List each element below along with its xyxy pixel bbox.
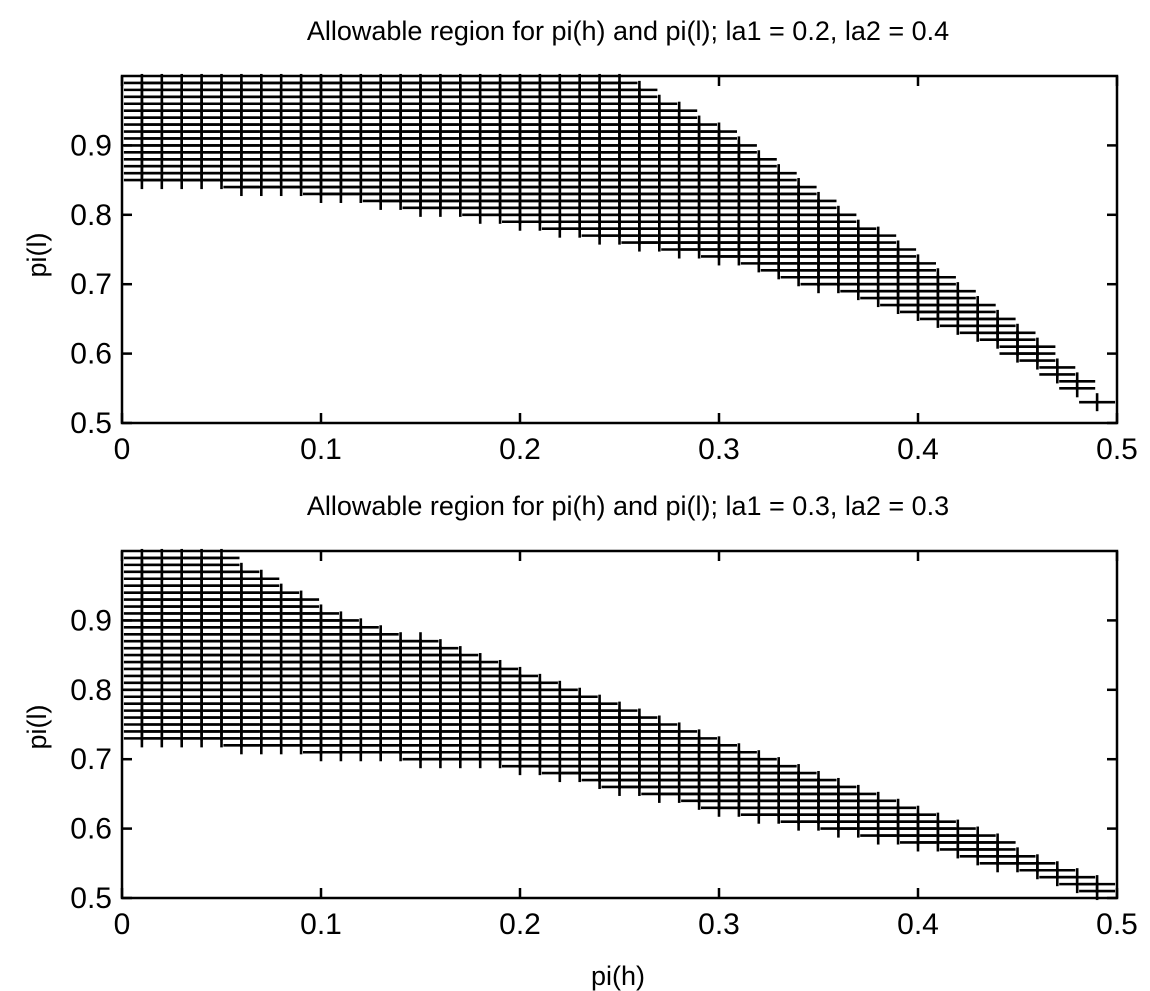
y-tick-label-bottom: 0.5	[70, 882, 112, 915]
marks-bottom	[123, 548, 1116, 901]
y-tick-label-bottom: 0.9	[70, 604, 112, 637]
plot-frame-bottom	[120, 549, 1119, 900]
chart-panel-bottom: Allowable region for pi(h) and pi(l); la…	[22, 491, 1138, 991]
x-tick-label-top: 0.3	[698, 433, 740, 466]
y-tick-label-bottom: 0.8	[70, 674, 112, 707]
plus-marker	[1079, 393, 1116, 412]
y-tick-label-bottom: 0.7	[70, 743, 112, 776]
plus-marker	[1019, 351, 1056, 370]
y-tick-label-top: 0.5	[70, 407, 112, 440]
x-tick-label-bottom: 0.1	[300, 908, 342, 941]
x-tick-label-top: 0	[114, 433, 131, 466]
y-axis-label-bottom: pi(l)	[22, 705, 52, 750]
x-tick-label-bottom: 0	[114, 908, 131, 941]
ticks-top: 0 0.1 0.2 0.3 0.4 0.5 0.5 0.6 0.7 0.8 0.9	[70, 76, 1138, 466]
plot-frame-top	[120, 74, 1119, 425]
x-tick-label-top: 0.1	[300, 433, 342, 466]
y-tick-label-top: 0.7	[70, 268, 112, 301]
x-tick-label-bottom: 0.5	[1096, 908, 1138, 941]
x-tick-label-top: 0.2	[499, 433, 541, 466]
y-tick-label-bottom: 0.6	[70, 813, 112, 846]
y-axis-label-top: pi(l)	[22, 233, 52, 278]
chart-title-top: Allowable region for pi(h) and pi(l); la…	[307, 16, 949, 46]
x-tick-label-bottom: 0.3	[698, 908, 740, 941]
ticks-bottom: 0 0.1 0.2 0.3 0.4 0.5 0.5 0.6 0.7 0.8 0.9	[70, 551, 1138, 941]
chart-panel-top: Allowable region for pi(h) and pi(l); la…	[22, 16, 1138, 466]
x-tick-label-bottom: 0.4	[897, 908, 939, 941]
x-axis-label-bottom: pi(h)	[591, 961, 645, 991]
y-tick-label-top: 0.9	[70, 129, 112, 162]
chart-title-bottom: Allowable region for pi(h) and pi(l); la…	[307, 491, 949, 521]
x-tick-label-bottom: 0.2	[499, 908, 541, 941]
plus-marker	[1039, 365, 1076, 384]
x-tick-label-top: 0.4	[897, 433, 939, 466]
y-tick-label-top: 0.8	[70, 199, 112, 232]
marks-top	[123, 73, 1116, 412]
x-tick-label-top: 0.5	[1096, 433, 1138, 466]
y-tick-label-top: 0.6	[70, 338, 112, 371]
plus-marker	[1059, 379, 1096, 398]
